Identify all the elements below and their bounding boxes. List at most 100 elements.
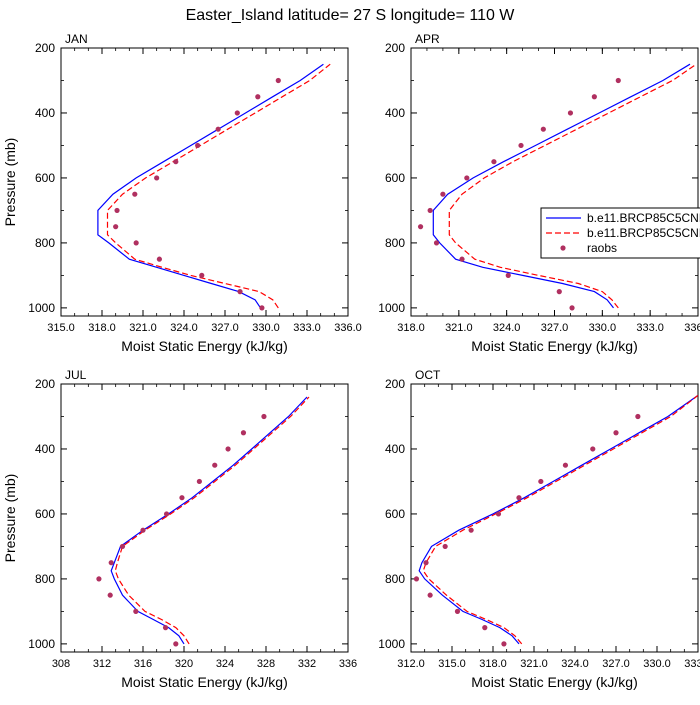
y-tick-label: 200 [385,377,405,391]
obs-point [261,413,267,420]
obs-point [505,272,511,278]
model-line-dashed [106,63,331,309]
model-line-solid [418,394,698,645]
obs-point [464,175,470,181]
obs-point [255,94,261,100]
x-tick-label: 333.0 [636,322,664,334]
obs-point [591,94,597,100]
y-tick-label: 800 [35,572,55,586]
y-tick-label: 400 [35,442,55,456]
y-axis-label: Pressure (mb) [2,474,18,563]
y-tick-label: 400 [35,106,55,120]
panel-label: JAN [65,32,88,46]
obs-point [113,224,119,230]
plot-frame [410,383,699,653]
obs-point [518,142,524,149]
obs-point [259,305,265,311]
legend-label: b.e11.BRCP85C5CNBDRD [587,226,700,240]
x-tick-label: 333.0 [293,322,321,334]
model-line-dashed [422,394,698,645]
y-tick-label: 800 [35,236,55,250]
panels: JAN 315.0 318.0 321.0 324.0 327.0 330.0 333.0 33… [2,32,700,690]
obs-point [275,77,281,84]
x-tick-label: 327.0 [602,658,630,670]
panel-label: OCT [415,368,441,382]
obs-point [468,527,474,533]
x-tick-label: 316 [134,658,152,670]
x-tick-label: 324 [216,658,234,670]
y-tick-label: 200 [385,41,405,55]
x-tick-label: 321.0 [129,322,157,334]
obs-point [495,511,502,517]
obs-point [107,592,113,598]
obs-point [491,159,497,165]
obs-point [173,159,179,165]
obs-point [234,110,240,116]
plot-frame [60,47,349,317]
obs-point [540,126,546,132]
x-tick-label: 327.0 [211,322,239,334]
y-tick-label: 600 [35,171,55,185]
obs-point [196,478,202,485]
obs-point [440,191,446,197]
obs-point [538,478,544,485]
y-tick-label: 1000 [28,301,55,315]
obs-point [225,446,231,452]
x-tick-label: 321.0 [520,658,548,670]
x-tick-label: 336.0 [684,322,700,334]
obs-point [114,207,120,214]
y-tick-label: 400 [385,106,405,120]
y-tick-label: 200 [35,41,55,55]
model-line-solid [110,396,308,645]
obs-point [96,576,102,582]
y-tick-label: 1000 [378,637,405,651]
obs-point [482,625,488,631]
data-layer [96,396,310,647]
obs-point [154,175,160,181]
obs-point [635,413,641,420]
figure-title: Easter_Island latitude= 27 S longitude= … [186,7,516,24]
obs-point [442,543,448,550]
data-layer [413,394,698,647]
obs-point [119,543,126,550]
obs-point [556,289,562,295]
y-tick-label: 600 [385,507,405,521]
y-tick-label: 1000 [28,637,55,651]
obs-point [569,305,575,311]
x-tick-label: 336.0 [334,322,362,334]
x-tick-label: 318.0 [88,322,116,334]
obs-point [501,641,507,647]
x-tick-label: 312.0 [397,658,425,670]
obs-point [516,495,522,501]
data-layer [417,63,697,311]
y-tick-label: 200 [35,377,55,391]
x-axis-label: Moist Static Energy (kJ/kg) [121,338,288,354]
legend-label: raobs [587,241,617,255]
model-line-dashed [448,63,697,309]
plot-frame [410,47,699,317]
model-line-solid [97,63,324,309]
obs-point [132,191,138,197]
y-tick-label: 1000 [378,301,405,315]
legend: b.e11.BRCP85C5CNBDRDb.e11.BRCP85C5CNBDRD… [540,207,700,259]
x-tick-label: 333.0 [684,658,700,670]
obs-point [613,430,619,436]
panel-jul: JUL 308 312 316 320 324 328 332 336 200 400 600 800 1… [2,368,357,690]
x-tick-label: 332 [298,658,316,670]
plot-frame [60,383,349,653]
x-tick-label: 324.0 [561,658,589,670]
obs-point [163,511,170,517]
obs-point [567,110,574,116]
x-axis-label: Moist Static Energy (kJ/kg) [471,674,638,690]
obs-point [179,495,185,501]
x-tick-label: 320 [175,658,193,670]
obs-point [590,446,596,452]
x-tick-label: 330.0 [252,322,280,334]
x-tick-label: 315.0 [438,658,466,670]
obs-point [413,576,420,582]
x-tick-label: 330.0 [643,658,671,670]
panel-jan: JAN 315.0 318.0 321.0 324.0 327.0 330.0 333.0 33… [2,32,362,354]
y-tick-label: 600 [35,507,55,521]
